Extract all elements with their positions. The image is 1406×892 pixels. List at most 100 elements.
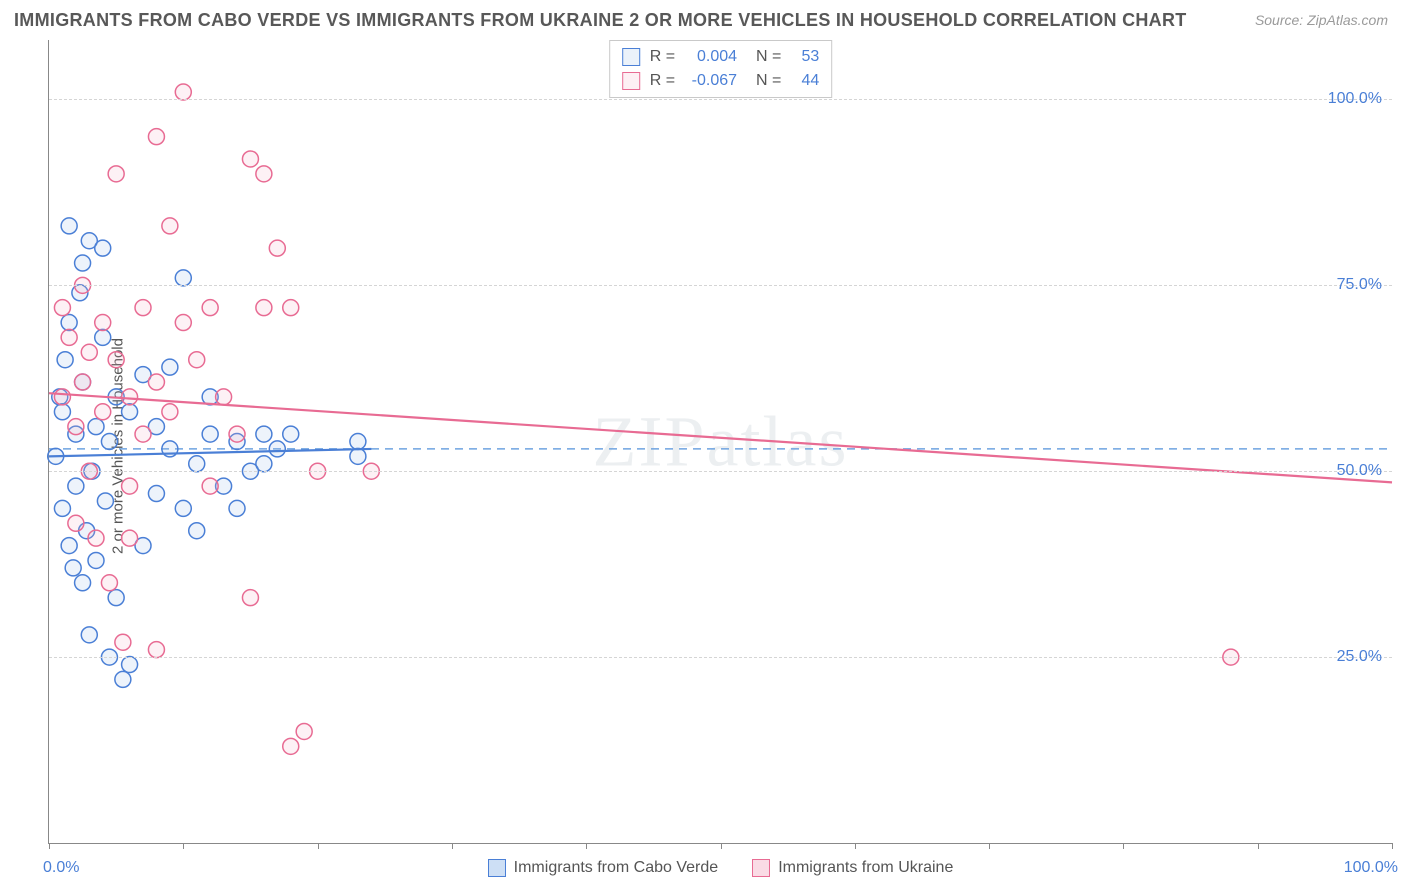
legend-swatch xyxy=(488,859,506,877)
scatter-point xyxy=(135,300,151,316)
stats-n-value: 44 xyxy=(791,69,819,93)
stats-row: R =0.004 N =53 xyxy=(622,45,820,69)
scatter-point xyxy=(54,500,70,516)
scatter-point xyxy=(350,448,366,464)
stats-n-label: N = xyxy=(747,45,781,69)
y-tick-label: 25.0% xyxy=(1337,648,1382,666)
x-tick xyxy=(1392,843,1393,849)
scatter-point xyxy=(95,404,111,420)
scatter-point xyxy=(175,84,191,100)
scatter-point xyxy=(148,129,164,145)
scatter-point xyxy=(148,374,164,390)
y-tick-label: 50.0% xyxy=(1337,462,1382,480)
scatter-point xyxy=(115,671,131,687)
scatter-plot-svg xyxy=(49,40,1392,843)
scatter-point xyxy=(75,575,91,591)
scatter-point xyxy=(88,552,104,568)
x-tick xyxy=(183,843,184,849)
scatter-point xyxy=(54,389,70,405)
stats-r-value: 0.004 xyxy=(685,45,737,69)
x-tick xyxy=(855,843,856,849)
scatter-point xyxy=(256,426,272,442)
correlation-stats-box: R =0.004 N =53R =-0.067 N =44 xyxy=(609,40,833,98)
scatter-point xyxy=(256,166,272,182)
scatter-point xyxy=(68,478,84,494)
source-attribution: Source: ZipAtlas.com xyxy=(1255,12,1388,28)
scatter-point xyxy=(283,738,299,754)
legend-item: Immigrants from Cabo Verde xyxy=(488,859,719,877)
scatter-point xyxy=(202,426,218,442)
scatter-point xyxy=(108,352,124,368)
scatter-point xyxy=(175,500,191,516)
gridline-h xyxy=(49,471,1392,472)
x-tick-label: 100.0% xyxy=(1344,859,1398,877)
scatter-point xyxy=(88,530,104,546)
scatter-point xyxy=(61,218,77,234)
stats-r-label: R = xyxy=(650,69,675,93)
x-tick xyxy=(1123,843,1124,849)
y-tick-label: 75.0% xyxy=(1337,276,1382,294)
scatter-point xyxy=(54,404,70,420)
scatter-point xyxy=(189,456,205,472)
scatter-point xyxy=(101,434,117,450)
series-swatch xyxy=(622,72,640,90)
scatter-point xyxy=(101,575,117,591)
scatter-point xyxy=(269,441,285,457)
scatter-point xyxy=(61,538,77,554)
scatter-point xyxy=(122,404,138,420)
x-tick xyxy=(318,843,319,849)
scatter-point xyxy=(122,389,138,405)
series-swatch xyxy=(622,48,640,66)
scatter-point xyxy=(81,344,97,360)
scatter-point xyxy=(57,352,73,368)
chart-title: IMMIGRANTS FROM CABO VERDE VS IMMIGRANTS… xyxy=(14,10,1187,31)
scatter-point xyxy=(122,478,138,494)
scatter-point xyxy=(61,315,77,331)
scatter-point xyxy=(75,255,91,271)
gridline-h xyxy=(49,99,1392,100)
scatter-point xyxy=(54,300,70,316)
scatter-point xyxy=(108,166,124,182)
legend-label: Immigrants from Cabo Verde xyxy=(514,859,719,877)
scatter-point xyxy=(175,315,191,331)
x-tick xyxy=(452,843,453,849)
scatter-point xyxy=(202,300,218,316)
scatter-point xyxy=(97,493,113,509)
stats-row: R =-0.067 N =44 xyxy=(622,69,820,93)
x-tick xyxy=(586,843,587,849)
chart-plot-area: ZIPatlas R =0.004 N =53R =-0.067 N =44 I… xyxy=(48,40,1392,844)
scatter-point xyxy=(61,329,77,345)
scatter-point xyxy=(242,590,258,606)
legend-label: Immigrants from Ukraine xyxy=(778,859,953,877)
stats-n-label: N = xyxy=(747,69,781,93)
scatter-point xyxy=(115,634,131,650)
scatter-point xyxy=(283,426,299,442)
gridline-h xyxy=(49,285,1392,286)
scatter-point xyxy=(68,419,84,435)
y-tick-label: 100.0% xyxy=(1328,90,1382,108)
scatter-point xyxy=(88,419,104,435)
scatter-point xyxy=(162,404,178,420)
scatter-point xyxy=(135,426,151,442)
scatter-point xyxy=(75,374,91,390)
scatter-point xyxy=(256,456,272,472)
scatter-point xyxy=(256,300,272,316)
scatter-point xyxy=(175,270,191,286)
x-tick xyxy=(721,843,722,849)
scatter-point xyxy=(202,478,218,494)
scatter-point xyxy=(122,657,138,673)
scatter-point xyxy=(269,240,285,256)
scatter-point xyxy=(122,530,138,546)
x-tick xyxy=(49,843,50,849)
x-tick-label: 0.0% xyxy=(43,859,79,877)
scatter-point xyxy=(65,560,81,576)
scatter-point xyxy=(95,240,111,256)
scatter-point xyxy=(283,300,299,316)
x-tick xyxy=(1258,843,1259,849)
scatter-point xyxy=(148,642,164,658)
legend-item: Immigrants from Ukraine xyxy=(752,859,953,877)
stats-n-value: 53 xyxy=(791,45,819,69)
scatter-point xyxy=(95,329,111,345)
scatter-point xyxy=(242,151,258,167)
gridline-h xyxy=(49,657,1392,658)
